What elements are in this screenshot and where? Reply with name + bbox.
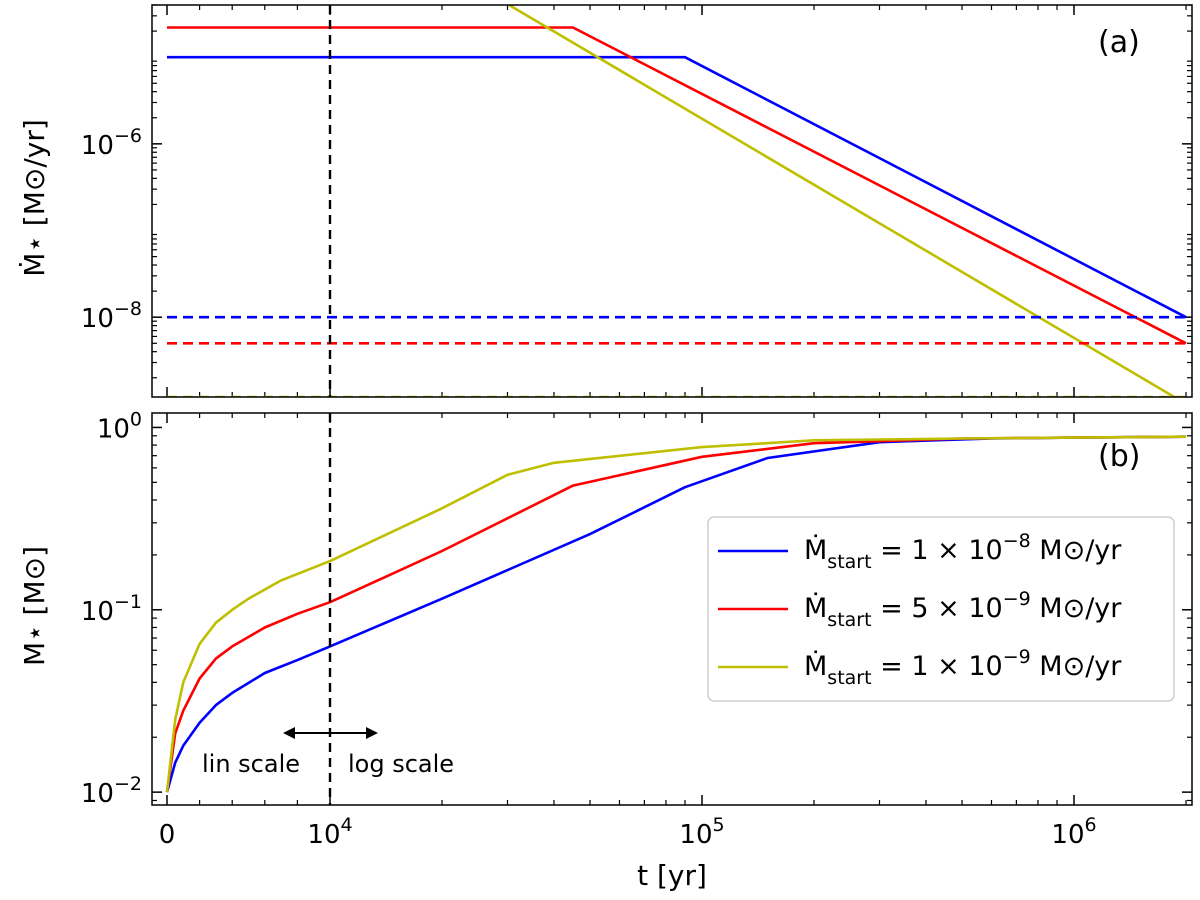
legend-label-unit: M⊙/yr [1031, 593, 1123, 624]
y-tick-label: 10−1 [81, 591, 142, 627]
y-tick-label-exponent: −8 [114, 298, 142, 320]
x-tick-label: 104 [307, 814, 352, 850]
y-tick-label-base: 10 [97, 414, 130, 444]
legend-label: Ṁstart = 1 × 10−8 M⊙/yr [804, 530, 1122, 573]
series-line-a-2 [503, 5, 1177, 397]
x-tick-label: 0 [159, 820, 176, 850]
axes-frame [151, 4, 1193, 398]
panel-a: 10−610−8 [81, 4, 1193, 398]
y-axis-title-a: Ṁ⋆ [M⊙/yr] [18, 119, 51, 277]
legend-label-unit: M⊙/yr [1031, 651, 1123, 682]
x-tick-label-exponent: 6 [1085, 814, 1097, 836]
legend-label: Ṁstart = 1 × 10−9 M⊙/yr [804, 646, 1122, 689]
axes-frame [151, 412, 1193, 806]
legend-label-mid: = 1 × 10 [872, 535, 1003, 566]
x-tick-label-exponent: 4 [341, 814, 353, 836]
series-line-b-2 [165, 435, 1187, 793]
x-tick-label-base: 0 [159, 820, 176, 850]
y-tick-label: 10−2 [81, 773, 142, 809]
y-tick-label-base: 10 [81, 304, 114, 334]
y-tick-label-exponent: 0 [130, 408, 142, 430]
y-tick-label-base: 10 [81, 131, 114, 161]
series-line-b-1 [165, 435, 1187, 793]
legend-label-prefix: Ṁ [804, 650, 827, 682]
legend-label-exp: −8 [1003, 530, 1031, 552]
legend-label-unit: M⊙/yr [1031, 535, 1123, 566]
legend-label-prefix: Ṁ [804, 534, 827, 566]
legend-label-sub: start [827, 667, 871, 689]
y-tick-label-base: 10 [81, 597, 114, 627]
scale-arrow [283, 727, 378, 739]
x-axis-title: t [yr] [637, 859, 707, 892]
x-tick-label: 105 [679, 814, 724, 850]
y-tick-label-exponent: −2 [114, 773, 142, 795]
panel-b-label: (b) [1098, 439, 1140, 474]
legend-label-mid: = 5 × 10 [872, 593, 1003, 624]
y-tick-label: 10−6 [81, 125, 142, 161]
x-tick-label-base: 10 [307, 820, 340, 850]
x-tick-label-base: 10 [1051, 820, 1084, 850]
legend-label-exp: −9 [1003, 646, 1031, 668]
y-axis-title-b: M⋆ [M⊙] [18, 546, 51, 666]
log-scale-annotation: log scale [348, 750, 454, 778]
series-line-a-0 [167, 55, 1187, 319]
legend-label-mid: = 1 × 10 [872, 651, 1003, 682]
y-tick-label-exponent: −1 [114, 591, 142, 613]
y-tick-label: 100 [97, 408, 142, 444]
x-tick-label-base: 10 [679, 820, 712, 850]
legend-label-prefix: Ṁ [804, 592, 827, 624]
panel-a-label: (a) [1098, 25, 1140, 60]
legend-label: Ṁstart = 5 × 10−9 M⊙/yr [804, 588, 1122, 631]
x-tick-label: 106 [1051, 814, 1096, 850]
y-tick-label: 10−8 [81, 298, 142, 334]
series-line-a-1 [167, 26, 1187, 345]
legend-label-exp: −9 [1003, 588, 1031, 610]
y-tick-label-base: 10 [81, 779, 114, 809]
legend-label-sub: start [827, 551, 871, 573]
y-tick-label-exponent: −6 [114, 125, 142, 147]
x-tick-label-exponent: 5 [713, 814, 725, 836]
lin-scale-annotation: lin scale [202, 750, 300, 778]
legend-box [707, 516, 1175, 702]
legend-label-sub: start [827, 609, 871, 631]
